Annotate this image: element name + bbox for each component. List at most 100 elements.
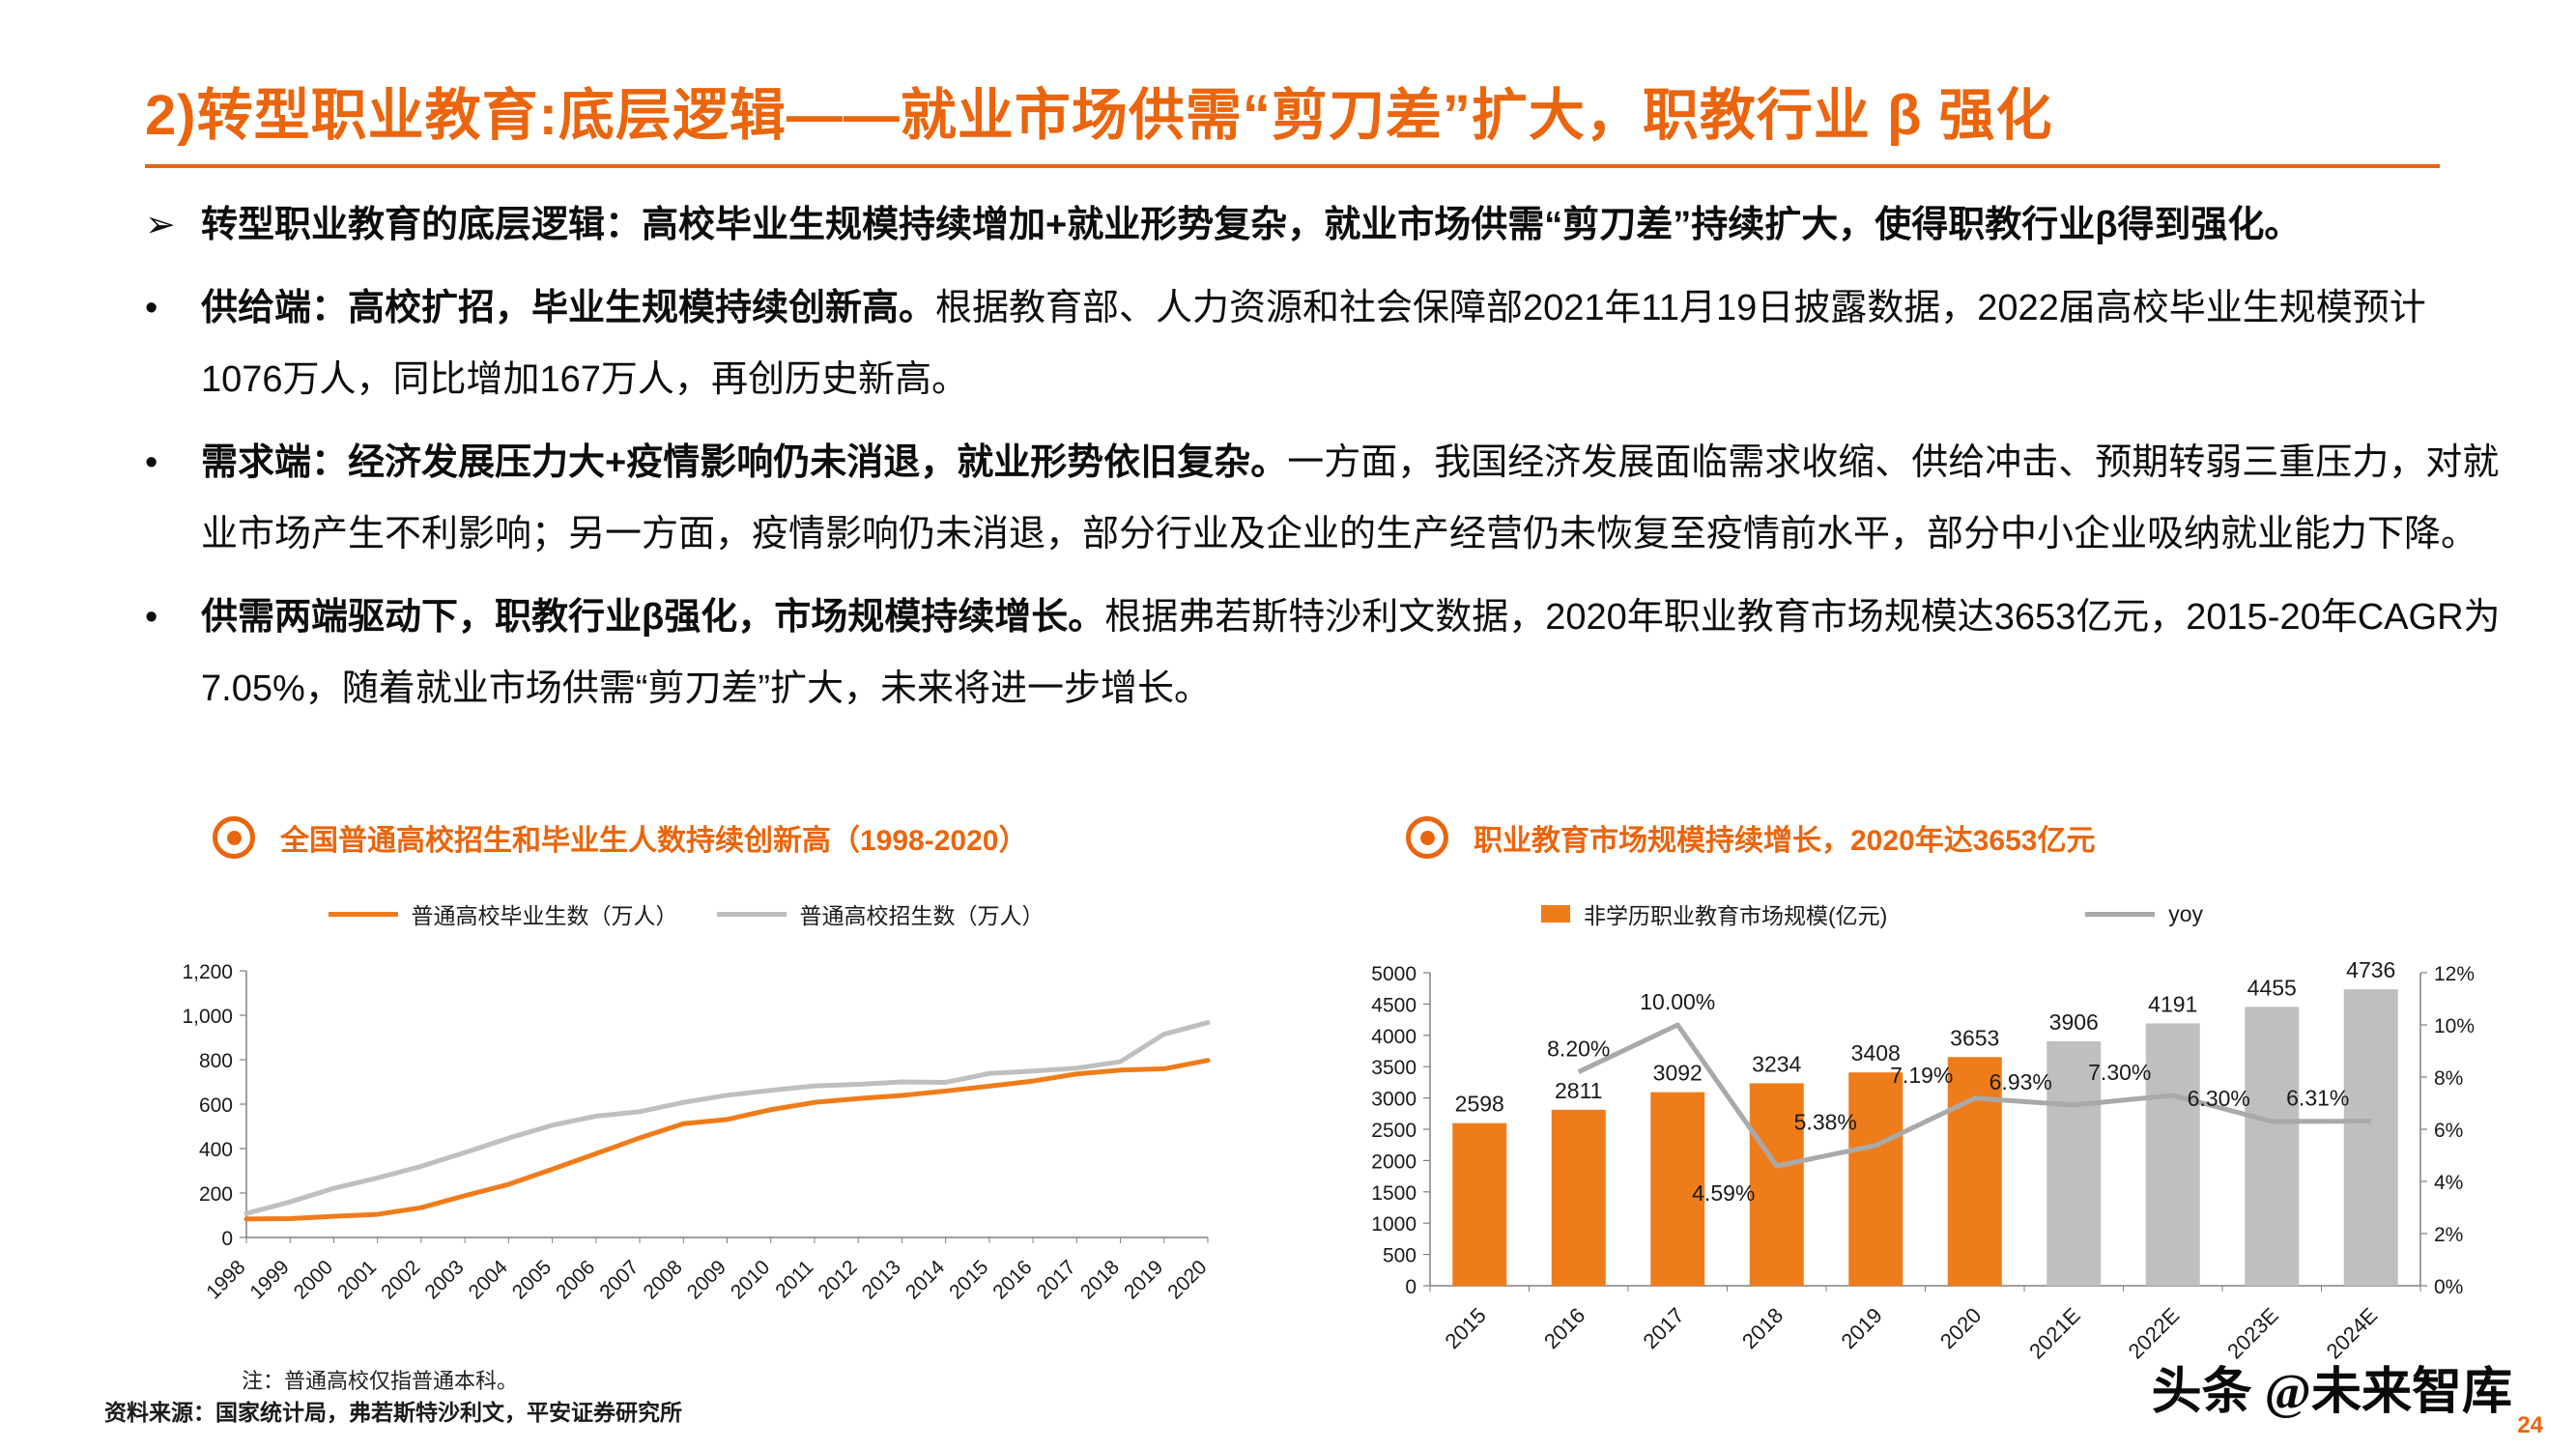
bullet-marker: • bbox=[145, 442, 158, 483]
svg-text:3000: 3000 bbox=[1371, 1089, 1417, 1111]
svg-text:1,000: 1,000 bbox=[182, 1006, 233, 1028]
svg-text:3500: 3500 bbox=[1371, 1057, 1417, 1079]
svg-text:2003: 2003 bbox=[420, 1256, 468, 1303]
legend-label: 普通高校毕业生数（万人） bbox=[411, 903, 678, 928]
svg-text:5000: 5000 bbox=[1371, 963, 1417, 985]
svg-text:0: 0 bbox=[1405, 1276, 1417, 1298]
market-size-panel: 职业教育市场规模持续增长，2020年达3653亿元 非学历职业教育市场规模(亿元… bbox=[1338, 816, 2512, 1412]
svg-text:2013: 2013 bbox=[858, 1256, 905, 1303]
bullet-text: 根据弗若斯特沙利文数据，2020年职业教育市场规模达3653亿元，2015-20… bbox=[201, 597, 2501, 709]
svg-text:2500: 2500 bbox=[1371, 1120, 1417, 1142]
svg-text:2000: 2000 bbox=[1371, 1151, 1417, 1173]
svg-text:8%: 8% bbox=[2434, 1067, 2463, 1090]
title-underline bbox=[145, 164, 2440, 168]
svg-text:7.19%: 7.19% bbox=[1890, 1063, 1953, 1088]
svg-text:12%: 12% bbox=[2434, 963, 2475, 985]
svg-text:800: 800 bbox=[199, 1050, 233, 1072]
legend-item-market-size: 非学历职业教育市场规模(亿元) bbox=[1541, 897, 1887, 930]
svg-text:2004: 2004 bbox=[465, 1256, 513, 1304]
svg-text:2020: 2020 bbox=[1935, 1303, 1986, 1353]
svg-text:3653: 3653 bbox=[1950, 1025, 1999, 1050]
svg-text:2015: 2015 bbox=[945, 1256, 992, 1303]
svg-text:2001: 2001 bbox=[333, 1256, 381, 1303]
svg-text:0: 0 bbox=[221, 1228, 233, 1250]
svg-text:1999: 1999 bbox=[245, 1256, 293, 1303]
bullet-list: ➢ 转型职业教育的底层逻辑：高校毕业生规模持续增加+就业形势复杂，就业市场供需“剪… bbox=[145, 189, 2504, 736]
chart-legend: 非学历职业教育市场规模(亿元) yoy bbox=[1338, 899, 2512, 928]
orange-line-swatch-icon bbox=[328, 911, 398, 917]
svg-text:2019: 2019 bbox=[1836, 1303, 1886, 1353]
svg-text:6.93%: 6.93% bbox=[1989, 1069, 2052, 1094]
bullet-item: • 供给端：高校扩招，毕业生规模持续创新高。根据教育部、人力资源和社会保障部202… bbox=[145, 272, 2504, 415]
svg-text:3408: 3408 bbox=[1851, 1040, 1901, 1065]
legend-item-yoy: yoy bbox=[2085, 901, 2203, 927]
chart-title: 职业教育市场规模持续增长，2020年达3653亿元 bbox=[1474, 825, 2096, 857]
watermark: 头条 @未来智库 bbox=[2151, 1365, 2512, 1420]
svg-text:10.00%: 10.00% bbox=[1640, 989, 1715, 1014]
svg-text:10%: 10% bbox=[2434, 1015, 2475, 1037]
source-note: 资料来源：国家统计局，弗若斯特沙利文，平安证券研究所 bbox=[104, 1401, 682, 1425]
svg-text:6.30%: 6.30% bbox=[2188, 1086, 2250, 1111]
bullet-marker: • bbox=[145, 597, 158, 638]
legend-label: yoy bbox=[2168, 900, 2203, 926]
legend-item-enrollment: 普通高校招生数（万人） bbox=[716, 897, 1045, 930]
svg-text:400: 400 bbox=[199, 1139, 233, 1161]
enrollment-graduates-panel: 全国普通高校招生和毕业生人数持续创新高（1998-2020） 普通高校毕业生数（… bbox=[145, 816, 1227, 1395]
bullet-bold-text: 供需两端驱动下，职教行业β强化，市场规模持续增长。 bbox=[201, 597, 1105, 638]
bullet-item: ➢ 转型职业教育的底层逻辑：高校毕业生规模持续增加+就业形势复杂，就业市场供需“剪… bbox=[145, 189, 2504, 261]
svg-text:2010: 2010 bbox=[727, 1256, 774, 1303]
svg-text:2017: 2017 bbox=[1033, 1256, 1080, 1303]
svg-text:2002: 2002 bbox=[377, 1256, 424, 1303]
bullet-text: 根据教育部、人力资源和社会保障部2021年11月19日披露数据，2022届高校毕… bbox=[201, 288, 2426, 400]
svg-text:2000: 2000 bbox=[290, 1256, 337, 1303]
bullseye-icon bbox=[213, 816, 255, 859]
market-size-chart: 0 500 1000 1500 2000 2500 3000 3500 4000 4500 5000… bbox=[1371, 957, 2475, 1363]
svg-text:1,200: 1,200 bbox=[182, 961, 233, 983]
svg-text:4736: 4736 bbox=[2346, 957, 2395, 982]
svg-text:2007: 2007 bbox=[595, 1256, 643, 1303]
chart-footnote: 注：普通高校仅指普通本科。 bbox=[242, 1369, 519, 1393]
svg-text:2%: 2% bbox=[2434, 1224, 2463, 1246]
svg-text:600: 600 bbox=[199, 1094, 233, 1117]
chart-title: 全国普通高校招生和毕业生人数持续创新高（1998-2020） bbox=[280, 825, 1028, 857]
chart-header: 职业教育市场规模持续增长，2020年达3653亿元 bbox=[1338, 816, 2512, 859]
bullet-bold-text: 需求端：经济发展压力大+疫情影响仍未消退，就业形势依旧复杂。 bbox=[201, 442, 1288, 483]
svg-text:2008: 2008 bbox=[640, 1256, 687, 1303]
page-title: 2)转型职业教育:底层逻辑——就业市场供需“剪刀差”扩大，职教行业 β 强化 bbox=[145, 84, 2053, 147]
chart-header: 全国普通高校招生和毕业生人数持续创新高（1998-2020） bbox=[145, 816, 1227, 859]
svg-text:1000: 1000 bbox=[1371, 1213, 1417, 1236]
svg-text:1500: 1500 bbox=[1371, 1182, 1417, 1205]
svg-text:4000: 4000 bbox=[1371, 1026, 1417, 1048]
legend-label: 非学历职业教育市场规模(亿元) bbox=[1584, 903, 1888, 928]
svg-text:7.30%: 7.30% bbox=[2088, 1060, 2151, 1085]
svg-text:2005: 2005 bbox=[508, 1256, 556, 1303]
svg-text:8.20%: 8.20% bbox=[1547, 1037, 1610, 1062]
svg-text:0%: 0% bbox=[2434, 1276, 2463, 1298]
bullet-marker: • bbox=[145, 288, 158, 328]
svg-text:4455: 4455 bbox=[2247, 975, 2297, 1000]
svg-text:2012: 2012 bbox=[814, 1256, 861, 1303]
svg-text:2018: 2018 bbox=[1737, 1303, 1788, 1353]
svg-text:4500: 4500 bbox=[1371, 994, 1417, 1016]
svg-text:4%: 4% bbox=[2434, 1172, 2463, 1194]
chart-legend: 普通高校毕业生数（万人） 普通高校招生数（万人） bbox=[145, 899, 1227, 928]
svg-text:2009: 2009 bbox=[683, 1256, 730, 1303]
gray-line-swatch-icon bbox=[2085, 911, 2156, 917]
svg-text:500: 500 bbox=[1383, 1245, 1417, 1267]
bullet-text: 一方面，我国经济发展面临需求收缩、供给冲击、预期转弱三重压力，对就业市场产生不利… bbox=[201, 442, 2500, 554]
svg-text:2014: 2014 bbox=[902, 1256, 950, 1304]
svg-text:5.38%: 5.38% bbox=[1794, 1110, 1857, 1135]
bullet-bold-text: 转型职业教育的底层逻辑：高校毕业生规模持续增加+就业形势复杂，就业市场供需“剪刀… bbox=[201, 205, 2302, 245]
svg-text:200: 200 bbox=[199, 1183, 233, 1206]
svg-text:2598: 2598 bbox=[1455, 1092, 1504, 1117]
svg-text:4.59%: 4.59% bbox=[1692, 1180, 1755, 1206]
orange-square-swatch-icon bbox=[1541, 905, 1570, 923]
svg-text:2015: 2015 bbox=[1440, 1303, 1490, 1353]
svg-text:2016: 2016 bbox=[1539, 1303, 1589, 1353]
bullet-item: • 需求端：经济发展压力大+疫情影响仍未消退，就业形势依旧复杂。一方面，我国经济发… bbox=[145, 427, 2504, 570]
bullseye-icon bbox=[1406, 816, 1448, 859]
gray-line-swatch-icon bbox=[716, 911, 787, 917]
legend-item-graduates: 普通高校毕业生数（万人） bbox=[328, 897, 678, 930]
svg-text:6.31%: 6.31% bbox=[2286, 1086, 2349, 1111]
svg-text:3092: 3092 bbox=[1653, 1061, 1703, 1086]
